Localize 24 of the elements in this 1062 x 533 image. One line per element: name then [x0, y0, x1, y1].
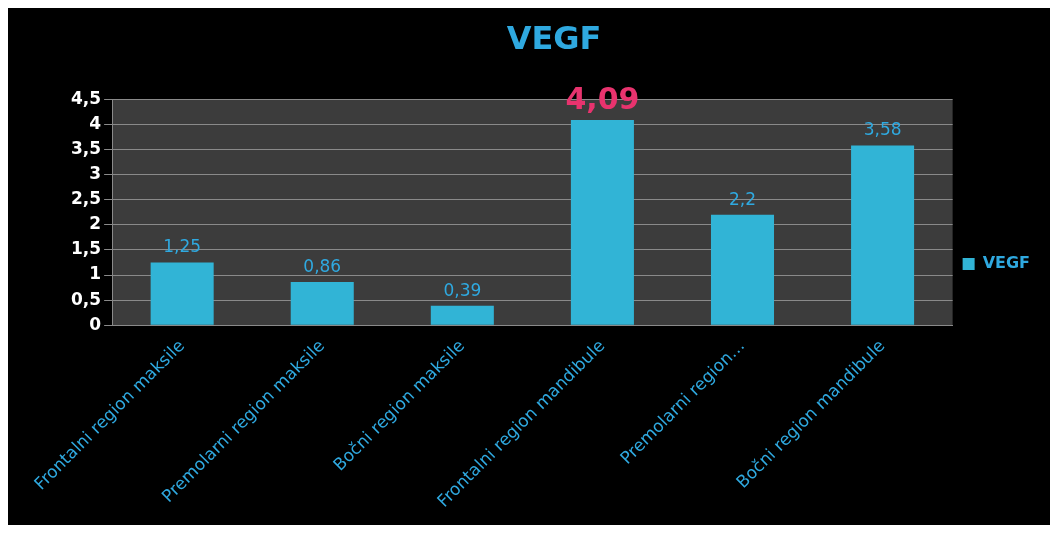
bar [430, 305, 494, 325]
bar [570, 119, 634, 325]
y-tick-label: 1,5 [70, 238, 102, 259]
annotation: 4,09 [565, 80, 640, 116]
bar [290, 282, 354, 325]
bar [710, 214, 775, 325]
chart-title: VEGF [506, 18, 602, 57]
data-label: 0,39 [443, 279, 482, 300]
y-tick-label: 3 [89, 163, 102, 184]
data-label: 0,86 [303, 255, 342, 276]
data-label: 3,58 [863, 119, 902, 140]
y-tick-label: 2,5 [70, 188, 102, 209]
data-label: 1,25 [163, 236, 202, 257]
bar [851, 145, 915, 325]
y-tick-label: 4,5 [70, 87, 102, 108]
bar [150, 262, 214, 325]
y-tick-label: 0,5 [70, 288, 102, 309]
y-tick-label: 4 [89, 112, 102, 133]
y-tick-label: 3,5 [70, 138, 102, 158]
y-tick-label: 1 [89, 263, 102, 284]
legend-label: VEGF [982, 253, 1030, 273]
y-tick-label: 2 [89, 213, 102, 234]
data-label: 2,2 [728, 188, 757, 209]
y-tick-label: 0 [89, 313, 102, 334]
